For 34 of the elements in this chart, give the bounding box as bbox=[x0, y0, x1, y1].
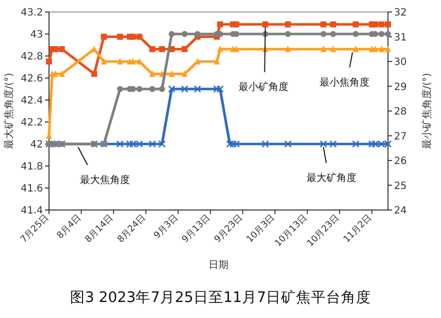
y-tick-label: 42.8 bbox=[20, 52, 43, 62]
x-axis-title: 日期 bbox=[208, 259, 228, 271]
y2-tick-label: 26 bbox=[394, 156, 407, 167]
annotation: 最大焦角度 bbox=[80, 174, 130, 186]
y-tick-label: 41.6 bbox=[20, 184, 43, 194]
y-tick-label: 42.4 bbox=[20, 96, 43, 106]
y-tick-label: 42.6 bbox=[20, 74, 43, 84]
y2-tick-label: 29 bbox=[394, 82, 407, 93]
y2-tick-label: 24 bbox=[394, 206, 407, 216]
y2-tick-label: 28 bbox=[394, 106, 407, 118]
x-tick-label: 8月14日 bbox=[84, 213, 116, 246]
annotation: 最小矿角度 bbox=[238, 81, 288, 94]
x-tick-label: 9月3日 bbox=[152, 213, 180, 241]
text: 图3 2023年7月25日至11月7日矿焦平台角度 bbox=[70, 289, 372, 306]
annotation: 最大矿角度 bbox=[306, 172, 356, 184]
x-tick-label: 9月13日 bbox=[180, 213, 213, 246]
y2-tick-label: 31 bbox=[394, 32, 407, 44]
x-tick-label: 11月2日 bbox=[342, 213, 374, 246]
y-tick-label: 43.2 bbox=[20, 8, 43, 18]
y2-tick-label: 25 bbox=[394, 180, 407, 192]
y-tick-label: 42.2 bbox=[20, 118, 43, 128]
annotation: 最小焦角度 bbox=[319, 76, 370, 88]
y2-tick-label: 30 bbox=[394, 57, 407, 68]
y2-axis-title: 最小矿焦角度/(°) bbox=[421, 72, 433, 150]
y-tick-label: 43 bbox=[30, 30, 43, 40]
y-axis-title: 最大矿焦角度/(°) bbox=[3, 72, 15, 150]
y-tick-label: 41.8 bbox=[20, 162, 43, 172]
y-tick-label: 42 bbox=[30, 140, 43, 150]
x-tick-label: 8月24日 bbox=[116, 213, 148, 246]
x-tick-label: 10月23日 bbox=[306, 213, 342, 250]
y2-tick-label: 27 bbox=[394, 131, 407, 142]
x-tick-label: 8月4日 bbox=[56, 213, 84, 241]
x-tick-label: 9月23日 bbox=[212, 213, 245, 246]
y2-tick-label: 32 bbox=[394, 8, 407, 18]
